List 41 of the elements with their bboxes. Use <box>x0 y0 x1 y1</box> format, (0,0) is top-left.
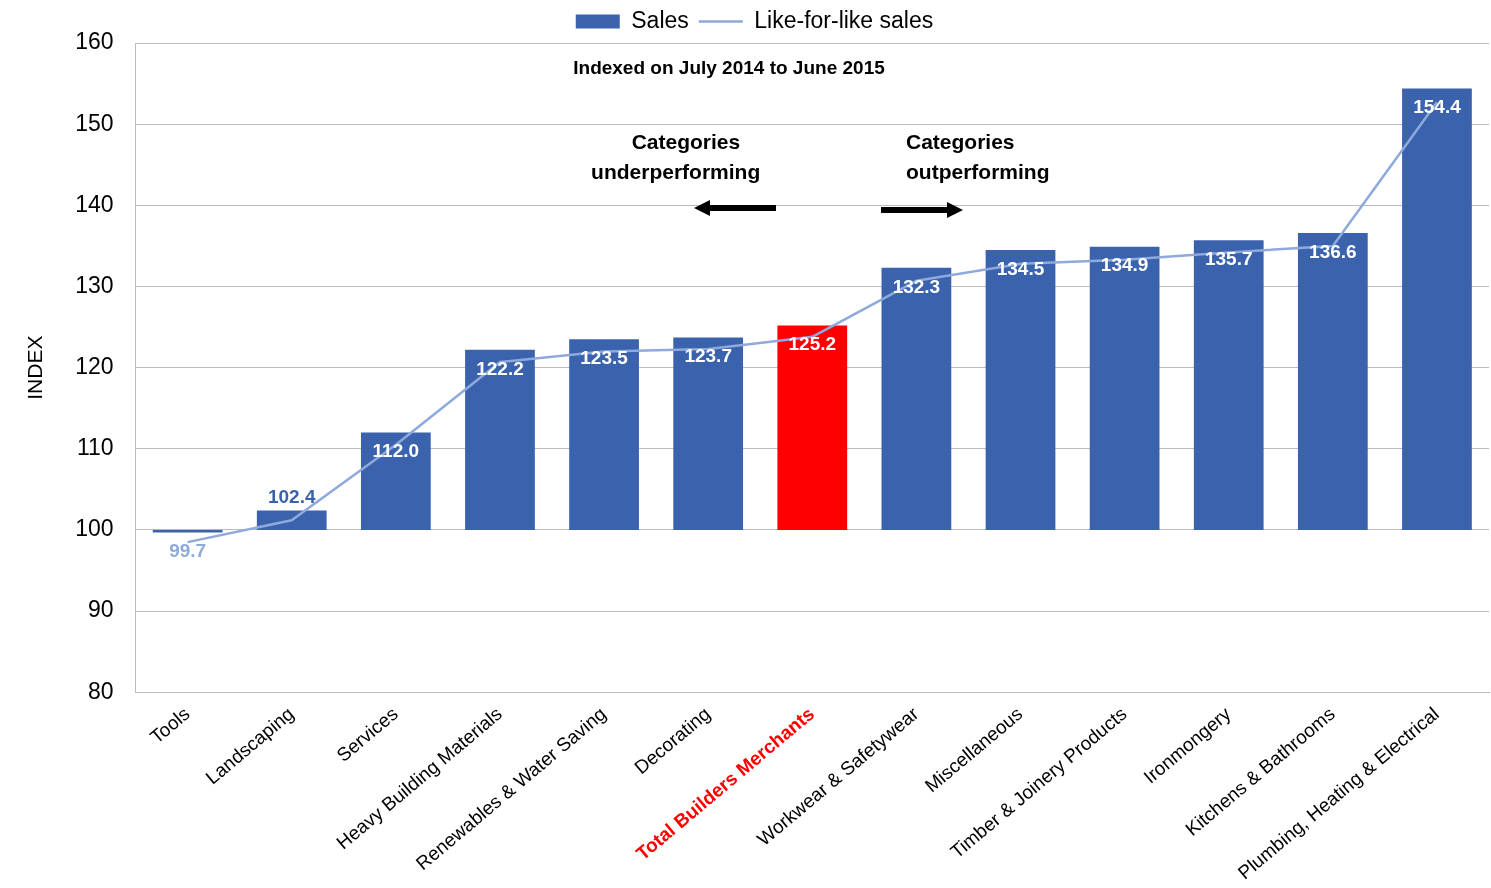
y-tick-label: 150 <box>75 109 114 136</box>
y-axis-title: INDEX <box>23 335 47 400</box>
y-tick-label: 140 <box>75 190 114 217</box>
y-tick-label: 80 <box>87 677 114 704</box>
bar <box>881 267 952 530</box>
data-label: 99.7 <box>169 540 207 562</box>
bar <box>360 432 431 530</box>
legend-label: Sales <box>631 6 689 33</box>
bar <box>1193 240 1264 530</box>
data-label: 112.0 <box>372 440 420 462</box>
data-label: 132.3 <box>892 275 941 297</box>
bar <box>673 337 744 530</box>
data-label: 135.7 <box>1204 247 1253 269</box>
data-label: 123.7 <box>684 345 732 367</box>
annotation: Categories underperforming <box>591 129 761 183</box>
data-label: 134.9 <box>1100 254 1149 276</box>
data-label: 123.5 <box>580 346 629 368</box>
annotation: Categories outperforming <box>905 129 1050 183</box>
data-label: 154.4 <box>1413 96 1462 118</box>
y-tick-label: 160 <box>75 28 114 55</box>
y-tick-label: 110 <box>76 434 114 461</box>
data-label: 134.5 <box>996 257 1045 279</box>
bar <box>777 325 848 530</box>
y-tick-label: 130 <box>75 271 114 298</box>
y-tick-label: 100 <box>75 515 114 542</box>
bar <box>569 339 639 530</box>
legend-label: Like-for-like sales <box>754 6 934 33</box>
bar <box>1089 246 1160 530</box>
data-label: 136.6 <box>1309 240 1357 262</box>
y-tick-label: 120 <box>75 352 114 379</box>
data-label: 125.2 <box>788 333 837 355</box>
data-label: 122.2 <box>476 357 524 379</box>
bar <box>465 349 535 530</box>
bar <box>256 510 327 530</box>
bar <box>985 249 1056 530</box>
bar <box>1402 88 1472 530</box>
x-tick-label: Tools <box>146 702 194 748</box>
data-label: 102.4 <box>267 486 316 508</box>
bar <box>1297 232 1368 530</box>
y-tick-label: 90 <box>87 596 114 623</box>
text: Indexed on July 2014 to June 2015 <box>573 57 886 79</box>
